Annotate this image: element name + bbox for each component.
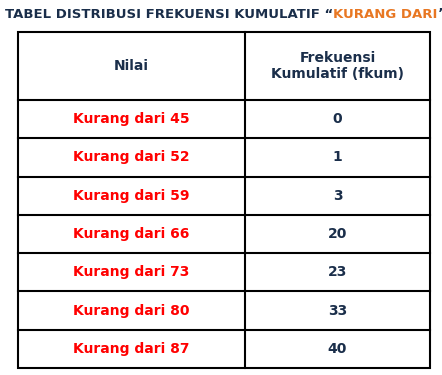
Text: Kurang dari 87: Kurang dari 87	[73, 342, 190, 356]
Text: Kurang dari 52: Kurang dari 52	[73, 150, 190, 164]
Text: Nilai: Nilai	[114, 59, 149, 73]
Text: 3: 3	[333, 189, 342, 203]
Text: TABEL DISTRIBUSI FREKUENSI KUMULATIF “: TABEL DISTRIBUSI FREKUENSI KUMULATIF “	[5, 8, 333, 21]
Bar	[18, 32, 430, 368]
Text: 20: 20	[328, 227, 347, 241]
Text: 33: 33	[328, 304, 347, 318]
Text: 0: 0	[333, 112, 342, 126]
Text: Kurang dari 80: Kurang dari 80	[73, 304, 190, 318]
Text: Kurang dari 66: Kurang dari 66	[73, 227, 190, 241]
Text: 23: 23	[328, 265, 347, 279]
Text: Kurang dari 59: Kurang dari 59	[73, 189, 190, 203]
Text: KURANG DARI: KURANG DARI	[333, 8, 438, 21]
Text: 40: 40	[328, 342, 347, 356]
Text: 1: 1	[333, 150, 343, 164]
Text: Frekuensi
Kumulatif (fkum): Frekuensi Kumulatif (fkum)	[271, 51, 404, 81]
Text: Kurang dari 73: Kurang dari 73	[73, 265, 190, 279]
Text: Kurang dari 45: Kurang dari 45	[73, 112, 190, 126]
Text: ”: ”	[438, 8, 442, 21]
